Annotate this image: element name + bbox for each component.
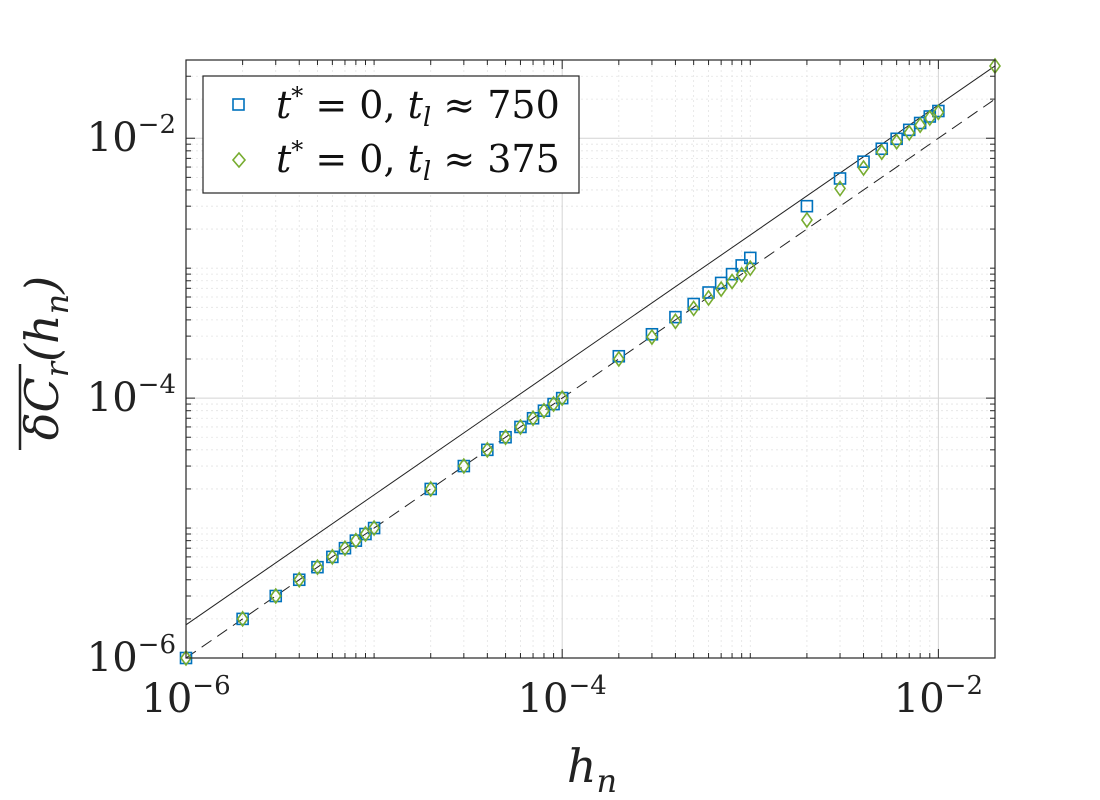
legend-marker-diamond — [231, 151, 247, 169]
data-point-diamond — [612, 350, 625, 368]
data-point-diamond — [932, 104, 945, 121]
data-point-diamond — [834, 180, 847, 197]
data-point-diamond — [735, 266, 748, 284]
data-point-diamond — [903, 124, 916, 142]
data-point-diamond — [800, 211, 813, 229]
data-point-diamond — [857, 159, 870, 177]
x-tick-label: 10−2 — [894, 671, 983, 722]
data-point-diamond — [527, 409, 540, 427]
data-point-diamond — [293, 571, 306, 589]
data-point-square — [669, 310, 682, 324]
data-point-diamond — [457, 457, 470, 475]
y-axis-label-delta: δC — [15, 377, 69, 440]
data-point-diamond — [359, 525, 372, 543]
data-point-diamond — [338, 539, 351, 557]
data-point-diamond — [744, 259, 757, 277]
data-point-square — [702, 286, 715, 299]
data-point-diamond — [424, 480, 437, 498]
data-point-diamond — [547, 395, 560, 413]
data-point-square — [743, 251, 757, 265]
legend-marker-square — [232, 98, 245, 111]
data-point-diamond — [481, 441, 494, 459]
y-axis-label-sub-n: n — [38, 294, 76, 315]
x-axis-label: hn — [567, 739, 617, 800]
data-point-square — [833, 172, 847, 185]
data-point-square — [890, 132, 903, 146]
data-point-square — [857, 155, 870, 168]
y-axis-label-sub-r: r — [38, 360, 76, 377]
data-point-diamond — [311, 558, 324, 576]
legend: t* = 0, tl ≈ 750 t* = 0, tl ≈ 375 — [202, 75, 580, 194]
data-point-diamond — [514, 418, 527, 436]
data-point-diamond — [702, 289, 715, 307]
legend-entry-375: t* = 0, tl ≈ 375 — [276, 136, 560, 187]
legend-entry-750: t* = 0, tl ≈ 750 — [276, 82, 560, 133]
data-point-diamond — [645, 328, 658, 346]
data-point-square — [902, 123, 916, 137]
y-axis-label: δCr(hn) — [15, 276, 76, 450]
series-diamond — [180, 57, 1001, 667]
data-point-diamond — [236, 610, 249, 628]
data-point-diamond — [537, 402, 550, 420]
data-point-diamond — [875, 143, 888, 161]
data-point-diamond — [726, 273, 739, 290]
data-point-diamond — [499, 428, 512, 446]
y-tick-label: 10−2 — [87, 110, 176, 161]
svg-text:δCr(hn): δCr(hn) — [15, 276, 76, 440]
y-tick-labels: 10−6 10−4 10−2 — [87, 110, 176, 681]
data-point-diamond — [914, 116, 927, 134]
data-point-square — [687, 297, 700, 311]
data-point-diamond — [180, 649, 192, 667]
solid-reference-line — [185, 65, 996, 626]
data-point-diamond — [923, 109, 936, 127]
data-point-diamond — [556, 389, 569, 407]
data-point-diamond — [669, 312, 682, 330]
x-tick-labels: 10−6 10−4 10−2 — [141, 671, 983, 722]
axis-ticks — [185, 59, 996, 659]
data-point-square — [875, 142, 889, 156]
x-axis-label-sub: n — [597, 762, 618, 800]
x-tick-label: 10−6 — [141, 671, 230, 722]
data-point-diamond — [269, 587, 282, 605]
data-point-diamond — [715, 280, 728, 298]
data-point-diamond — [368, 519, 381, 537]
data-point-diamond — [687, 300, 700, 317]
legend-box — [202, 75, 580, 194]
data-point-square — [714, 276, 728, 290]
data-point-diamond — [349, 532, 362, 550]
x-axis-label-main: h — [567, 739, 597, 793]
data-point-diamond — [890, 133, 903, 151]
y-tick-label: 10−4 — [87, 370, 176, 421]
x-tick-label: 10−4 — [518, 671, 607, 722]
y-tick-label: 10−6 — [87, 630, 176, 681]
data-point-diamond — [326, 548, 339, 566]
